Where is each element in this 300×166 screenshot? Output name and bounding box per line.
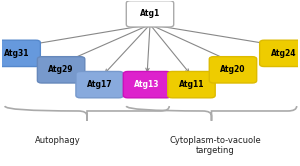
Text: Atg13: Atg13	[134, 80, 160, 89]
Text: Atg31: Atg31	[4, 49, 29, 58]
Text: Atg11: Atg11	[179, 80, 204, 89]
FancyBboxPatch shape	[209, 57, 257, 83]
Text: Atg29: Atg29	[48, 65, 74, 74]
FancyBboxPatch shape	[76, 72, 123, 98]
Text: Autophagy: Autophagy	[35, 136, 81, 145]
FancyBboxPatch shape	[260, 40, 300, 67]
FancyBboxPatch shape	[123, 72, 171, 98]
FancyBboxPatch shape	[126, 1, 174, 27]
Text: Atg17: Atg17	[87, 80, 112, 89]
FancyBboxPatch shape	[0, 40, 40, 67]
Text: Atg1: Atg1	[140, 9, 160, 18]
Text: Atg24: Atg24	[271, 49, 296, 58]
FancyBboxPatch shape	[168, 72, 215, 98]
Text: Cytoplasm-to-vacuole
targeting: Cytoplasm-to-vacuole targeting	[169, 136, 261, 155]
Text: Atg20: Atg20	[220, 65, 246, 74]
FancyBboxPatch shape	[38, 57, 85, 83]
